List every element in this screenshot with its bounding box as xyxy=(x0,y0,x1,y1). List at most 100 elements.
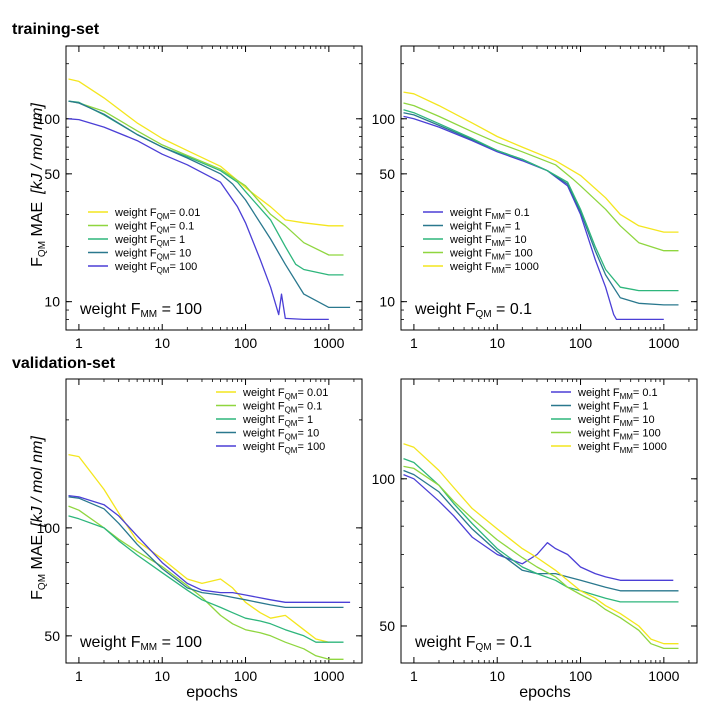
legend-label: weight FQM= 100 xyxy=(114,261,197,275)
legend-label-sub: QM xyxy=(157,253,170,262)
legend-label: weight FMM= 10 xyxy=(577,414,655,428)
svg-text:FQM MAE[kJ / mol nm]: FQM MAE [kJ / mol nm] xyxy=(29,103,48,267)
panel-weight-note-sub: MM xyxy=(140,642,157,653)
legend-label-post: = 0.01 xyxy=(169,207,200,219)
legend-label-pre: weight F xyxy=(242,414,285,426)
panel-weight-note: weight FQM = 0.1 xyxy=(414,301,532,320)
legend-label-post: = 10 xyxy=(297,428,319,440)
series-line xyxy=(403,112,679,306)
legend-label-sub: MM xyxy=(492,212,506,221)
panel-weight-note-post: = 0.1 xyxy=(492,634,533,651)
y-tick-label: 100 xyxy=(372,471,396,487)
legend-label: weight FQM= 100 xyxy=(242,441,325,455)
y-tick-label: 50 xyxy=(379,618,395,634)
legend-label: weight FQM= 10 xyxy=(242,428,319,442)
y-label-sub: QM xyxy=(37,574,48,590)
legend-label-sub: MM xyxy=(620,406,634,415)
y-tick-label: 100 xyxy=(37,520,61,536)
y-tick-label: 50 xyxy=(379,166,395,182)
legend-label-post: = 10 xyxy=(169,248,191,260)
panel-weight-note: weight FQM = 0.1 xyxy=(414,634,532,653)
panel-weight-note-sub: QM xyxy=(475,309,491,320)
svg-text:FQM MAE[kJ / mol nm]: FQM MAE [kJ / mol nm] xyxy=(29,436,48,600)
legend-label-post: = 1000 xyxy=(505,261,539,273)
series-line xyxy=(68,78,344,227)
legend-label-pre: weight F xyxy=(242,401,285,413)
legend-label-sub: QM xyxy=(285,419,298,428)
legend-label-post: = 1 xyxy=(633,401,649,413)
y-tick-label: 100 xyxy=(372,111,396,127)
series-group xyxy=(68,78,351,321)
legend-label-pre: weight F xyxy=(577,441,620,453)
legend-label: weight FMM= 0.1 xyxy=(577,387,658,401)
x-tick-label: 1 xyxy=(410,335,418,351)
series-line xyxy=(403,443,679,645)
x-tick-label: 1 xyxy=(75,668,83,684)
legend-label-post: = 10 xyxy=(633,414,655,426)
legend-label-post: = 100 xyxy=(297,441,325,453)
series-line xyxy=(403,457,679,603)
x-tick-label: 10 xyxy=(489,335,505,351)
panel-weight-note-pre: weight F xyxy=(79,634,141,651)
x-tick-label: 1 xyxy=(410,668,418,684)
legend-label: weight FMM= 10 xyxy=(449,234,527,248)
panel-weight-note-pre: weight F xyxy=(414,301,476,318)
x-tick-label: 1000 xyxy=(648,668,679,684)
series-line xyxy=(403,102,679,252)
y-axis-label-training: FQM MAE [kJ / mol nm] xyxy=(29,103,48,267)
series-line xyxy=(68,515,344,643)
series-line xyxy=(403,473,674,581)
legend-label-pre: weight F xyxy=(242,428,285,440)
legend-label-post: = 0.1 xyxy=(505,207,530,219)
validation-set-title: validation-set xyxy=(12,355,116,372)
series-line xyxy=(68,505,344,660)
series-line xyxy=(68,118,329,321)
plot-frame xyxy=(65,45,363,331)
x-axis-label-right: epochs xyxy=(519,684,571,701)
series-line xyxy=(403,469,679,592)
y-tick-label: 50 xyxy=(44,628,60,644)
legend-label-post: = 100 xyxy=(169,261,197,273)
x-tick-label: 10 xyxy=(154,668,170,684)
legend-label-sub: MM xyxy=(492,226,506,235)
legend-label-pre: weight F xyxy=(114,234,157,246)
legend-label-post: = 0.1 xyxy=(633,387,658,399)
legend-label-sub: QM xyxy=(285,392,298,401)
legend-label: weight FQM= 1 xyxy=(242,414,313,428)
legend-label-pre: weight F xyxy=(577,414,620,426)
legend-label: weight FQM= 10 xyxy=(114,248,191,262)
legend-label: weight FQM= 0.1 xyxy=(114,221,194,235)
legend-label-post: = 1 xyxy=(169,234,185,246)
series-line xyxy=(68,494,351,603)
x-tick-label: 10 xyxy=(489,668,505,684)
x-tick-label: 100 xyxy=(234,668,258,684)
panel-weight-note-pre: weight F xyxy=(79,301,141,318)
legend-label-pre: weight F xyxy=(449,234,492,246)
legend-label-sub: MM xyxy=(620,446,634,455)
legend-label-sub: QM xyxy=(157,266,170,275)
x-tick-label: 100 xyxy=(569,668,593,684)
y-tick-label: 10 xyxy=(44,294,60,310)
y-tick-label: 100 xyxy=(37,111,61,127)
x-tick-label: 1 xyxy=(75,335,83,351)
x-tick-label: 1000 xyxy=(648,335,679,351)
y-label-main: F xyxy=(29,590,46,600)
legend-label-post: = 100 xyxy=(505,248,533,260)
x-axis-label-left: epochs xyxy=(186,684,238,701)
legend-label: weight FMM= 1000 xyxy=(577,441,667,455)
series-line xyxy=(68,453,329,643)
y-tick-label: 10 xyxy=(379,294,395,310)
plot-frame xyxy=(65,378,363,664)
y-tick-label: 50 xyxy=(44,166,60,182)
legend-label-sub: MM xyxy=(620,433,634,442)
panel-weight-note-post: = 0.1 xyxy=(492,301,533,318)
series-group xyxy=(68,453,351,660)
legend-label-sub: MM xyxy=(620,419,634,428)
legend-label-post: = 100 xyxy=(633,428,661,440)
